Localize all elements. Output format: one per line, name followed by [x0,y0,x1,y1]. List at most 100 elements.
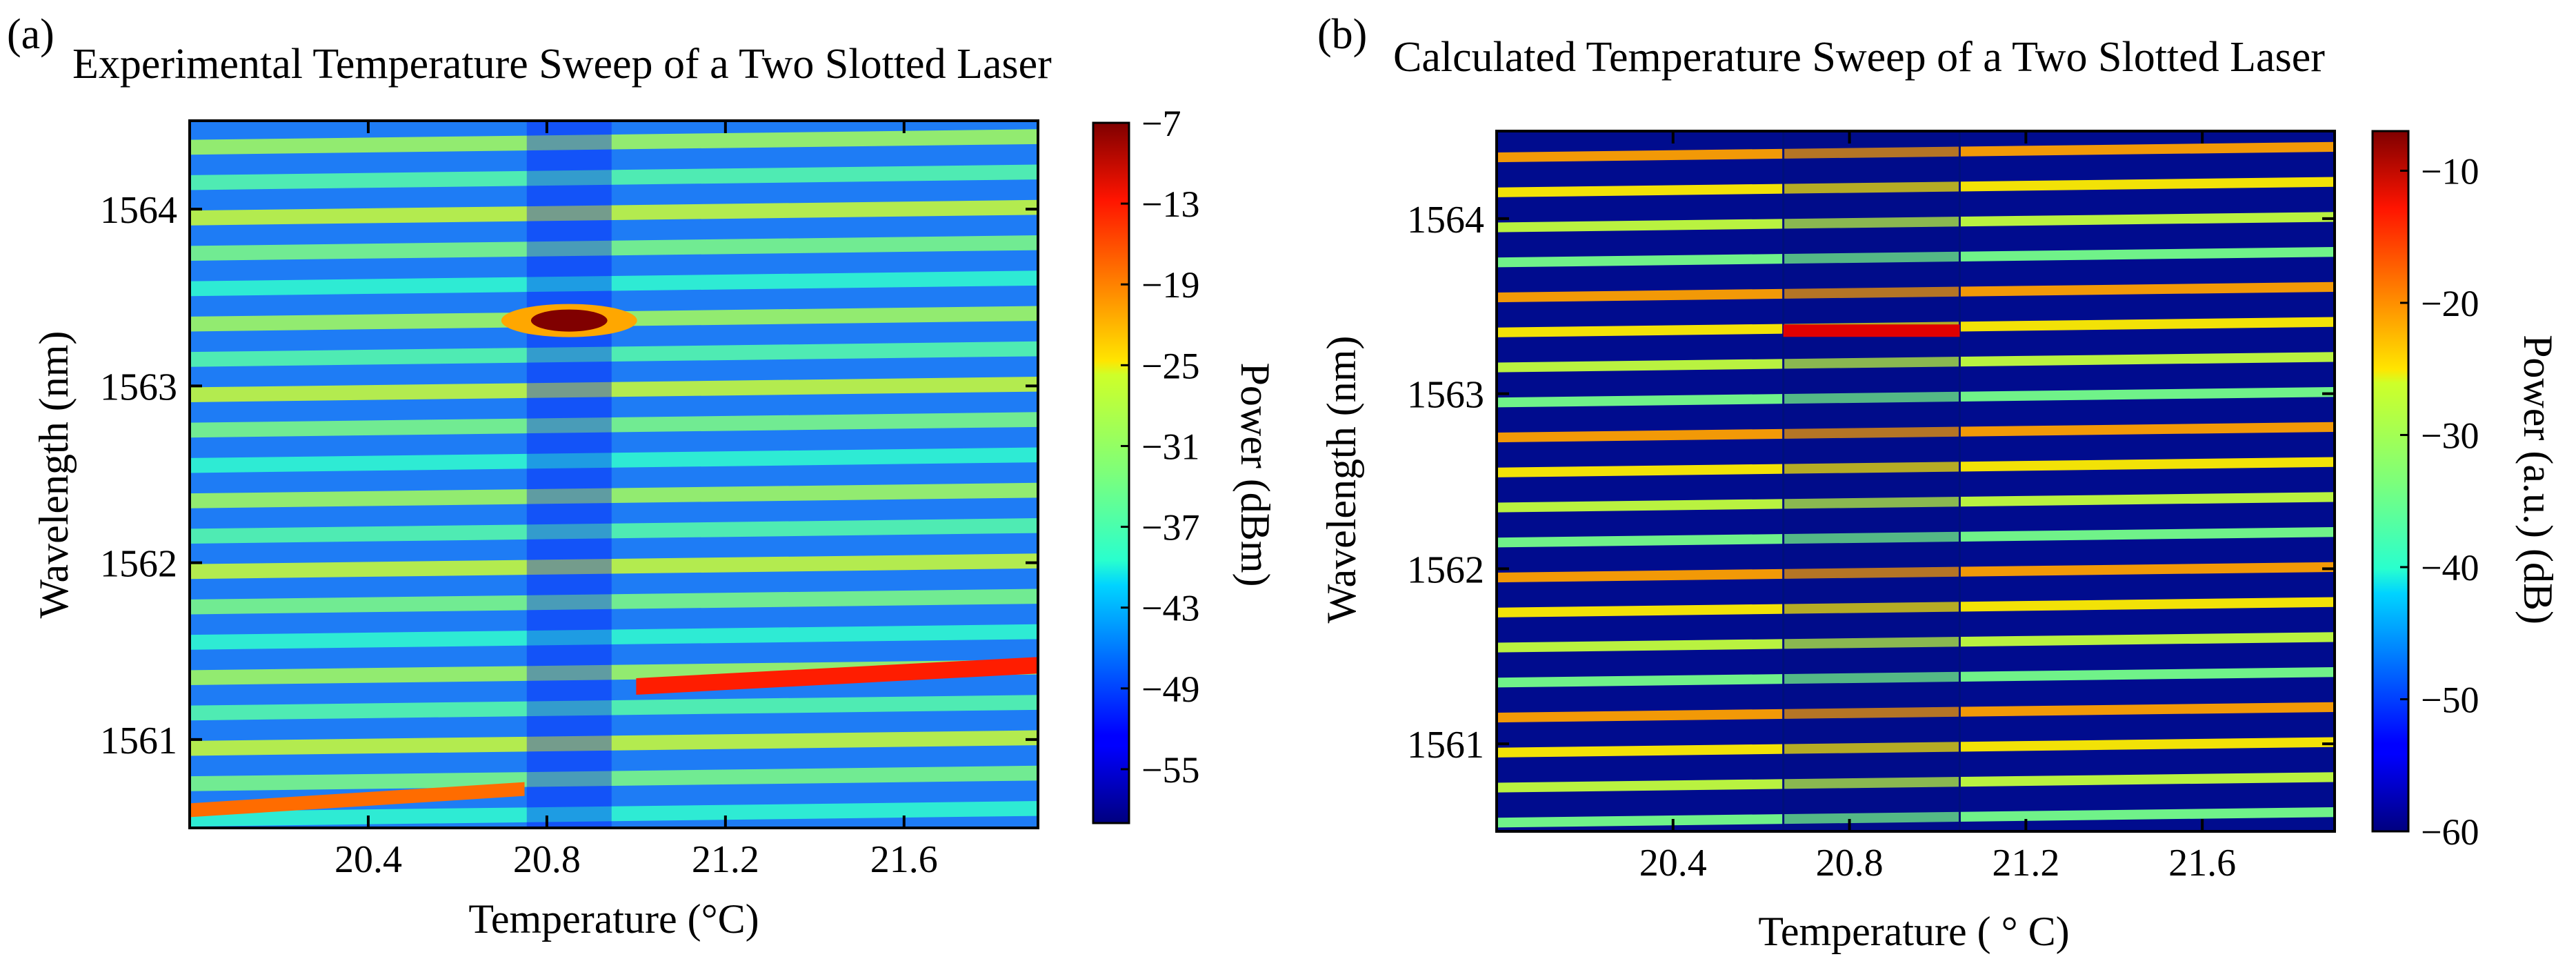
y-tick-label: 1563 [100,366,177,408]
mode-band [1497,772,2335,793]
panel-a-title-prefix: Experimental [72,41,303,88]
mode-band [1497,246,2335,268]
mode-band [190,624,1038,650]
y-tick-label: 1561 [1407,724,1484,767]
mode-band [190,377,1038,402]
panel-b-frame [1495,130,2336,833]
mode-band [190,129,1038,155]
colorbar-tick-label: −50 [2421,679,2479,720]
panel-a-colorbar [1092,121,1130,824]
x-tick-label: 20.8 [1816,842,1884,884]
panel-a-bands [190,94,1038,827]
colorbar-tick-label: −20 [2421,283,2479,324]
mode-low-temperature [190,782,525,818]
mode-band [190,695,1038,721]
mode-band [190,447,1038,473]
mode-band [1497,352,2335,373]
mode-high-temperature [636,657,1038,695]
colorbar-tick-label: −7 [1141,103,1181,144]
mode-band [190,765,1038,791]
panel-a-features [190,121,1038,828]
panel-b-ylabel: Wavelength (nm) [1319,336,1364,624]
x-tick-label: 21.2 [1992,842,2059,884]
x-tick-label: 20.8 [513,838,581,881]
y-tick-label: 1564 [1407,199,1484,241]
lasing-peak [530,309,608,332]
mode-band [1497,492,2335,513]
panel-b-features [1782,131,1961,831]
lasing-peak [1783,324,1960,337]
mode-band [190,660,1038,685]
panel-a-x-ticks: 20.4 20.8 21.2 21.6 [335,121,938,881]
colorbar-tick-label: −37 [1141,507,1199,548]
mode-band [190,341,1038,367]
mode-band [1497,666,2335,688]
panel-a-label: (a) [7,11,54,58]
y-tick-label: 1564 [100,189,177,232]
mode-band [1497,737,2335,758]
y-tick-label: 1562 [100,543,177,586]
panel-a-ylabel: Wavelength (nm) [31,331,77,619]
mode-band [190,270,1038,297]
colorbar-tick-label: −19 [1141,264,1199,306]
mode-band [190,589,1038,615]
mode-band [1497,562,2335,583]
colorbar-tick-label: −60 [2421,811,2479,853]
panel-a-heatmap-background [190,121,1038,828]
mode-band [1497,177,2335,197]
panel-a-frame [188,119,1039,829]
panel-b-y-ticks: 1561 1562 1563 1564 [1407,199,2335,767]
panel-b-label: (b) [1317,11,1367,58]
middle-segment [1783,131,1960,831]
mode-band [190,412,1038,438]
mode-band [190,482,1038,508]
x-tick-label: 20.4 [335,838,402,881]
y-tick-label: 1563 [1407,374,1484,417]
y-tick-label: 1562 [1407,548,1484,591]
mode-band [1497,702,2335,723]
dip-column [526,121,612,828]
mode-band [1497,807,2335,828]
panel-a-colorbar-ticks: −7 −13 −19 −25 −31 −37 −43 −49 −55 [1121,103,1199,791]
x-tick-label: 21.6 [870,838,938,881]
colorbar-tick-label: −49 [1141,669,1199,710]
panel-b-x-ticks: 20.4 20.8 21.2 21.6 [1639,131,2236,884]
panel-a-y-ticks: 1561 1562 1563 1564 [100,189,1038,762]
colorbar-tick-label: −13 [1141,184,1199,225]
panel-b-title: Calculated Temperature Sweep of a Two Sl… [1393,34,2325,81]
panel-b-calculated: (b) Calculated Temperature Sweep of a Tw… [1317,11,2561,954]
x-tick-label: 21.6 [2168,842,2236,884]
mode-band [190,164,1038,190]
mode-band [190,518,1038,544]
mode-band [1497,597,2335,617]
x-tick-label: 21.2 [692,838,759,881]
mode-band [190,801,1038,827]
colorbar-tick-label: −10 [2421,150,2479,192]
mode-band [1497,457,2335,477]
mode-band [1497,281,2335,303]
colorbar-tick-label: −43 [1141,588,1199,629]
mode-band [190,730,1038,756]
panel-b-bands [1497,107,2335,828]
mode-band [190,94,1038,119]
panel-b-colorbar-ticks: −10 −20 −30 −40 −50 −60 [2400,150,2479,853]
panel-a-title-main: Temperature Sweep of a Two Slotted Laser [312,41,1052,88]
panel-b-colorbar-label: Power (a.u.) (dB) [2515,335,2561,624]
mode-band [190,199,1038,226]
mode-band [1497,526,2335,548]
colorbar-tick-label: −31 [1141,426,1199,467]
colorbar-tick-label: −55 [1141,749,1199,791]
mode-band [1497,632,2335,653]
mode-band [1497,141,2335,163]
y-tick-label: 1561 [100,720,177,762]
panel-a-colorbar-label: Power (dBm) [1232,363,1278,587]
mode-band [1497,107,2335,127]
mode-band [1497,386,2335,408]
mode-band [1497,212,2335,233]
mode-band [190,553,1038,580]
panel-b-colorbar [2371,130,2410,833]
panel-a-xlabel: Temperature (°C) [468,896,759,942]
panel-a-title: Experimental Temperature Sweep of a Two … [72,41,1052,88]
colorbar-tick-label: −25 [1141,345,1199,386]
